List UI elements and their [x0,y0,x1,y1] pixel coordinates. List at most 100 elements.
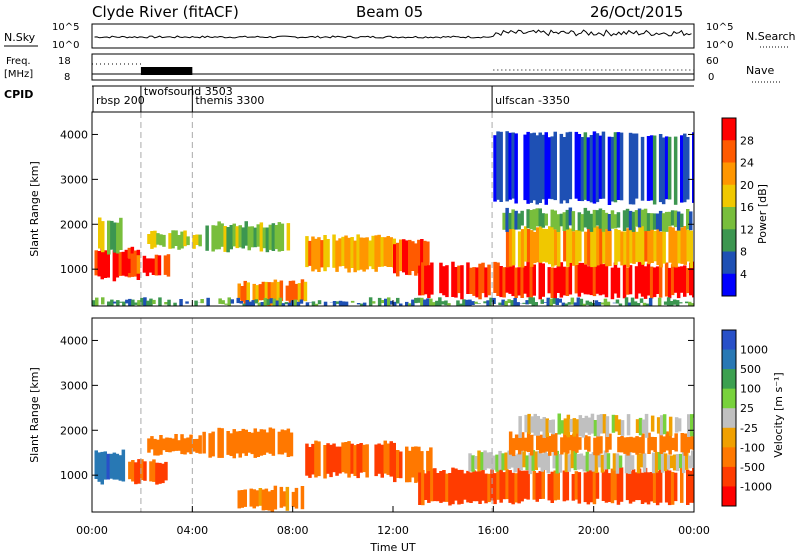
echo-cell [607,453,611,469]
echo-cell [507,299,511,303]
echo-cell [371,236,375,269]
echo-cell [228,297,232,305]
echo-cell [276,301,280,309]
echo-cell [314,441,318,478]
echo-cell [211,432,215,457]
echo-cell [641,473,645,504]
echo-cell [551,136,555,199]
echo-cell [570,419,574,432]
echo-cell [566,210,570,230]
x-tick-label: 00:00 [678,524,710,537]
echo-cell [171,439,175,452]
echo-cell [574,302,578,305]
echo-cell [584,132,588,200]
echo-cell [625,454,629,474]
echo-cell [575,230,579,265]
echo-cell [523,266,527,294]
echo-cell [101,297,105,304]
echo-cell [638,437,642,453]
echo-cell [524,415,528,432]
echo-cell [131,460,135,482]
echo-cell [347,441,351,478]
echo-cell [635,436,639,455]
echo-cell [378,298,382,306]
noise-left-tick-top: 10^5 [52,22,79,33]
echo-cell [359,238,363,270]
echo-cell [596,265,600,294]
echo-cell [657,417,661,433]
echo-cell [593,438,597,456]
echo-cell [304,282,308,301]
echo-cell [147,234,151,244]
echo-cell [586,452,590,472]
echo-cell [156,440,160,456]
echo-cell [314,239,318,270]
echo-cell [286,286,290,301]
echo-cell [362,238,366,272]
echo-cell [535,451,539,470]
echo-cell [632,212,636,232]
echo-cell [545,132,549,205]
echo-cell [664,302,668,305]
echo-cell [640,298,644,303]
echo-cell [598,302,602,309]
echo-cell [315,304,319,310]
echo-cell [587,211,591,229]
echo-cell [116,223,120,254]
echo-cell [508,213,512,229]
echo-cell [508,263,512,294]
power-colorbar-swatch [722,229,736,252]
echo-cell [477,451,481,472]
echo-cell [411,447,415,478]
freq-right-tick-top: 60 [706,56,719,67]
echo-cell [668,470,672,505]
echo-cell [396,243,400,277]
echo-cell [241,286,245,302]
echo-cell [217,221,221,249]
echo-cell [617,230,621,262]
echo-cell [581,137,585,201]
power-colorbar-swatch [722,274,736,297]
echo-cell [670,456,674,469]
echo-cell [474,302,478,304]
echo-cell [584,472,588,502]
echo-cell [662,231,666,264]
echo-cell [146,258,150,276]
echo-cell [641,433,645,453]
echo-cell [690,414,694,436]
echo-cell [478,264,482,300]
echo-cell [539,208,543,226]
echo-cell [526,209,530,228]
echo-cell [456,300,460,307]
echo-cell [338,447,342,474]
echo-cell [430,469,434,502]
power-colorbar-tick-label: 4 [740,268,747,281]
echo-cell [647,263,651,295]
echo-cell [611,137,615,202]
echo-cell [308,241,312,266]
echo-cell [471,301,475,305]
echo-cell [611,268,615,300]
echo-cell [541,454,545,472]
echo-cell [585,416,589,433]
echo-cell [665,431,669,450]
echo-cell [231,299,235,303]
echo-cell [396,298,400,304]
echo-cell [587,470,591,504]
echo-cell [552,420,556,435]
echo-cell [584,208,588,228]
echo-cell [662,138,666,205]
echo-cell [532,297,536,308]
echo-cell [668,137,672,200]
echo-cell [533,133,537,201]
echo-cell [272,429,276,456]
echo-cell [568,302,572,305]
echo-cell [442,266,446,295]
echo-cell [244,490,248,507]
echo-cell [617,268,621,298]
echo-cell [214,226,218,250]
echo-cell [680,135,684,202]
echo-cell [681,227,685,264]
echo-cell [326,239,330,267]
echo-cell [317,441,321,476]
